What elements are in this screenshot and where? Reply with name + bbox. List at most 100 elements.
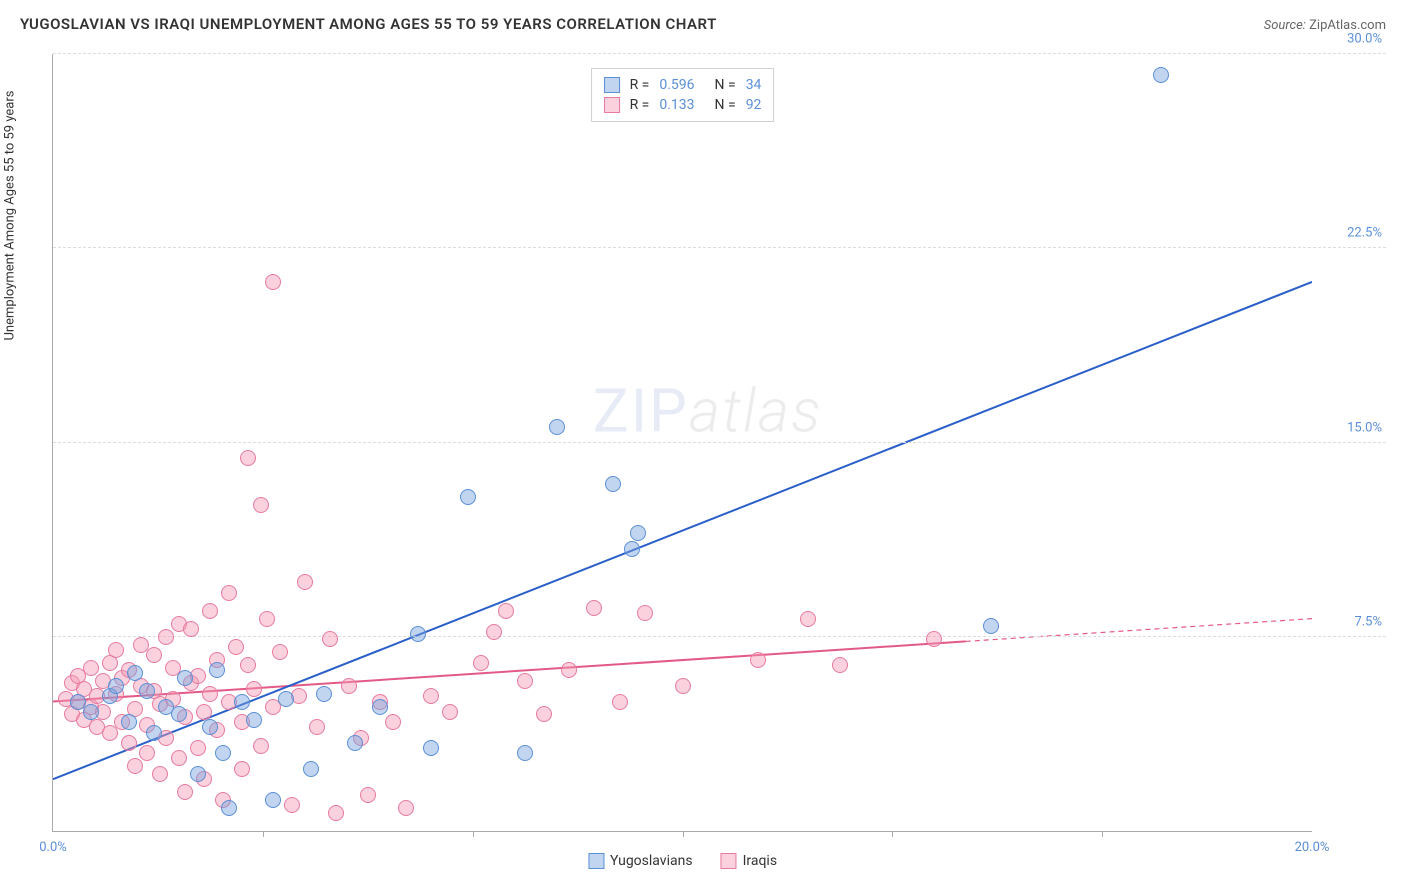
point-iraqis [398, 800, 414, 816]
point-yugoslavians [347, 735, 363, 751]
watermark-atlas: atlas [689, 376, 823, 447]
point-yugoslavians [983, 618, 999, 634]
point-iraqis [800, 611, 816, 627]
point-iraqis [341, 678, 357, 694]
point-yugoslavians [265, 792, 281, 808]
point-iraqis [121, 735, 137, 751]
point-iraqis [183, 621, 199, 637]
gridline-h [53, 442, 1386, 443]
point-iraqis [139, 745, 155, 761]
point-yugoslavians [549, 419, 565, 435]
point-yugoslavians [108, 678, 124, 694]
point-iraqis [423, 688, 439, 704]
point-iraqis [586, 600, 602, 616]
gridline-h [53, 247, 1386, 248]
watermark-zip: ZIP [593, 376, 689, 447]
plot-area: ZIPatlas R = 0.596 N = 34 R = 0.133 N = … [52, 54, 1312, 832]
watermark: ZIPatlas [593, 376, 823, 447]
x-tick-label: 20.0% [1295, 840, 1330, 855]
point-iraqis [228, 639, 244, 655]
point-yugoslavians [121, 714, 137, 730]
point-iraqis [322, 631, 338, 647]
point-iraqis [259, 611, 275, 627]
x-minor-tick [473, 831, 474, 837]
point-yugoslavians [190, 766, 206, 782]
point-iraqis [536, 706, 552, 722]
point-iraqis [202, 686, 218, 702]
chart-container: Unemployment Among Ages 55 to 59 years Z… [18, 42, 1386, 874]
point-yugoslavians [177, 670, 193, 686]
point-iraqis [240, 450, 256, 466]
point-yugoslavians [246, 712, 262, 728]
point-iraqis [158, 629, 174, 645]
point-yugoslavians [139, 683, 155, 699]
point-iraqis [83, 660, 99, 676]
point-iraqis [202, 603, 218, 619]
point-iraqis [385, 714, 401, 730]
point-iraqis [234, 761, 250, 777]
point-iraqis [328, 805, 344, 821]
gridline-h [53, 636, 1386, 637]
swatch-iraqis-icon [721, 853, 737, 869]
point-iraqis [498, 603, 514, 619]
stats-legend: R = 0.596 N = 34 R = 0.133 N = 92 [591, 68, 775, 122]
point-yugoslavians [146, 725, 162, 741]
point-iraqis [561, 662, 577, 678]
point-iraqis [473, 655, 489, 671]
point-yugoslavians [209, 662, 225, 678]
swatch-iraqis-icon [604, 97, 620, 113]
legend-item-iraqis: Iraqis [721, 853, 777, 869]
y-tick-label: 7.5% [1354, 614, 1382, 629]
point-iraqis [272, 644, 288, 660]
point-yugoslavians [423, 740, 439, 756]
point-iraqis [253, 497, 269, 513]
point-iraqis [253, 738, 269, 754]
point-iraqis [127, 758, 143, 774]
point-yugoslavians [1153, 67, 1169, 83]
point-yugoslavians [517, 745, 533, 761]
point-iraqis [196, 704, 212, 720]
point-iraqis [612, 694, 628, 710]
source-prefix: Source: [1264, 18, 1309, 33]
r-value-yugoslavians: 0.596 [659, 77, 694, 93]
point-iraqis [926, 631, 942, 647]
stats-row-iraqis: R = 0.133 N = 92 [604, 95, 762, 115]
chart-title: YUGOSLAVIAN VS IRAQI UNEMPLOYMENT AMONG … [20, 15, 717, 33]
r-label: R = [630, 77, 650, 93]
point-iraqis [360, 787, 376, 803]
point-yugoslavians [605, 476, 621, 492]
x-minor-tick [1102, 831, 1103, 837]
point-yugoslavians [83, 704, 99, 720]
y-axis-label: Unemployment Among Ages 55 to 59 years [3, 91, 18, 341]
point-iraqis [675, 678, 691, 694]
point-yugoslavians [303, 761, 319, 777]
series-legend: Yugoslavians Iraqis [588, 853, 777, 869]
point-yugoslavians [202, 719, 218, 735]
x-minor-tick [683, 831, 684, 837]
point-iraqis [309, 719, 325, 735]
point-iraqis [637, 605, 653, 621]
point-iraqis [108, 642, 124, 658]
point-iraqis [171, 750, 187, 766]
point-yugoslavians [316, 686, 332, 702]
point-yugoslavians [171, 706, 187, 722]
y-tick-label: 22.5% [1347, 226, 1382, 241]
point-iraqis [517, 673, 533, 689]
point-iraqis [284, 797, 300, 813]
n-value-iraqis: 92 [746, 97, 762, 113]
point-yugoslavians [221, 800, 237, 816]
point-iraqis [152, 766, 168, 782]
point-iraqis [297, 574, 313, 590]
point-yugoslavians [630, 525, 646, 541]
swatch-yugoslavians-icon [604, 77, 620, 93]
swatch-yugoslavians-icon [588, 853, 604, 869]
point-iraqis [442, 704, 458, 720]
point-iraqis [221, 585, 237, 601]
gridline-h [53, 53, 1386, 54]
point-iraqis [146, 647, 162, 663]
point-iraqis [486, 624, 502, 640]
point-iraqis [240, 657, 256, 673]
legend-label-yugoslavians: Yugoslavians [610, 853, 693, 869]
point-iraqis [177, 784, 193, 800]
y-tick-label: 30.0% [1347, 32, 1382, 47]
